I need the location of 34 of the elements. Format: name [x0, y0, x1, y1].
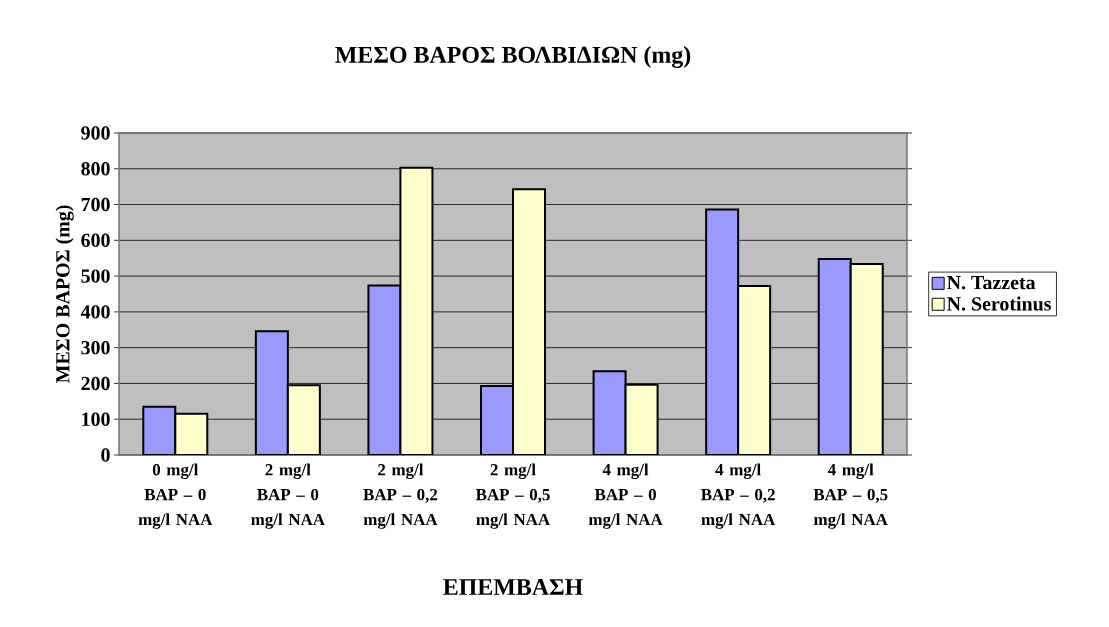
chart-title: ΜΕΣΟ ΒΑΡΟΣ ΒΟΛΒΙΔΙΩΝ (mg)	[335, 46, 691, 68]
y-tick-label: 300	[81, 340, 110, 355]
x-tick-label: 2 mg/l BAP – 0,2 mg/l NAA	[363, 463, 438, 529]
bar	[817, 257, 852, 455]
y-tick-label: 800	[81, 162, 110, 176]
bar	[512, 188, 547, 455]
legend-label: N. Tazzeta	[947, 276, 1036, 290]
y-axis-title: ΜΕΣΟ ΒΑΡΟΣ (mg)	[55, 205, 74, 384]
bar	[737, 285, 772, 455]
y-tick-label: 600	[81, 233, 110, 248]
bar	[286, 384, 321, 455]
x-tick-label: 2 mg/l BAP – 0,5 mg/l NAA	[475, 463, 551, 529]
x-tick-label: 2 mg/l BAP – 0 mg/l NAA	[251, 463, 325, 529]
bar	[480, 384, 515, 455]
y-tick-label: 100	[82, 412, 110, 426]
y-tick-label: 500	[81, 269, 110, 283]
y-tick-label: 400	[80, 305, 110, 319]
bar	[592, 370, 627, 455]
bar	[624, 383, 659, 455]
y-tick-label: 900	[81, 126, 110, 140]
legend-label: N. Serotinus	[947, 296, 1051, 311]
y-tick-label: 0	[101, 448, 110, 462]
x-axis-title: ΕΠΕΜΒΑΣΗ	[443, 579, 583, 595]
y-tick-label: 700	[81, 197, 110, 212]
x-tick-label: 0 mg/l BAP – 0 mg/l NAA	[138, 463, 213, 529]
bar	[705, 208, 740, 455]
bar	[254, 330, 289, 455]
x-tick-label: 4 mg/l BAP – 0,5 mg/l NAA	[813, 463, 888, 529]
x-tick-label: 4 mg/l BAP – 0,2 mg/l NAA	[701, 463, 776, 529]
y-tick-label: 200	[81, 376, 110, 391]
bar	[849, 262, 884, 455]
bar	[367, 284, 402, 455]
bar	[399, 166, 434, 455]
x-tick-label: 4 mg/l BAP – 0 mg/l NAA	[588, 463, 663, 529]
